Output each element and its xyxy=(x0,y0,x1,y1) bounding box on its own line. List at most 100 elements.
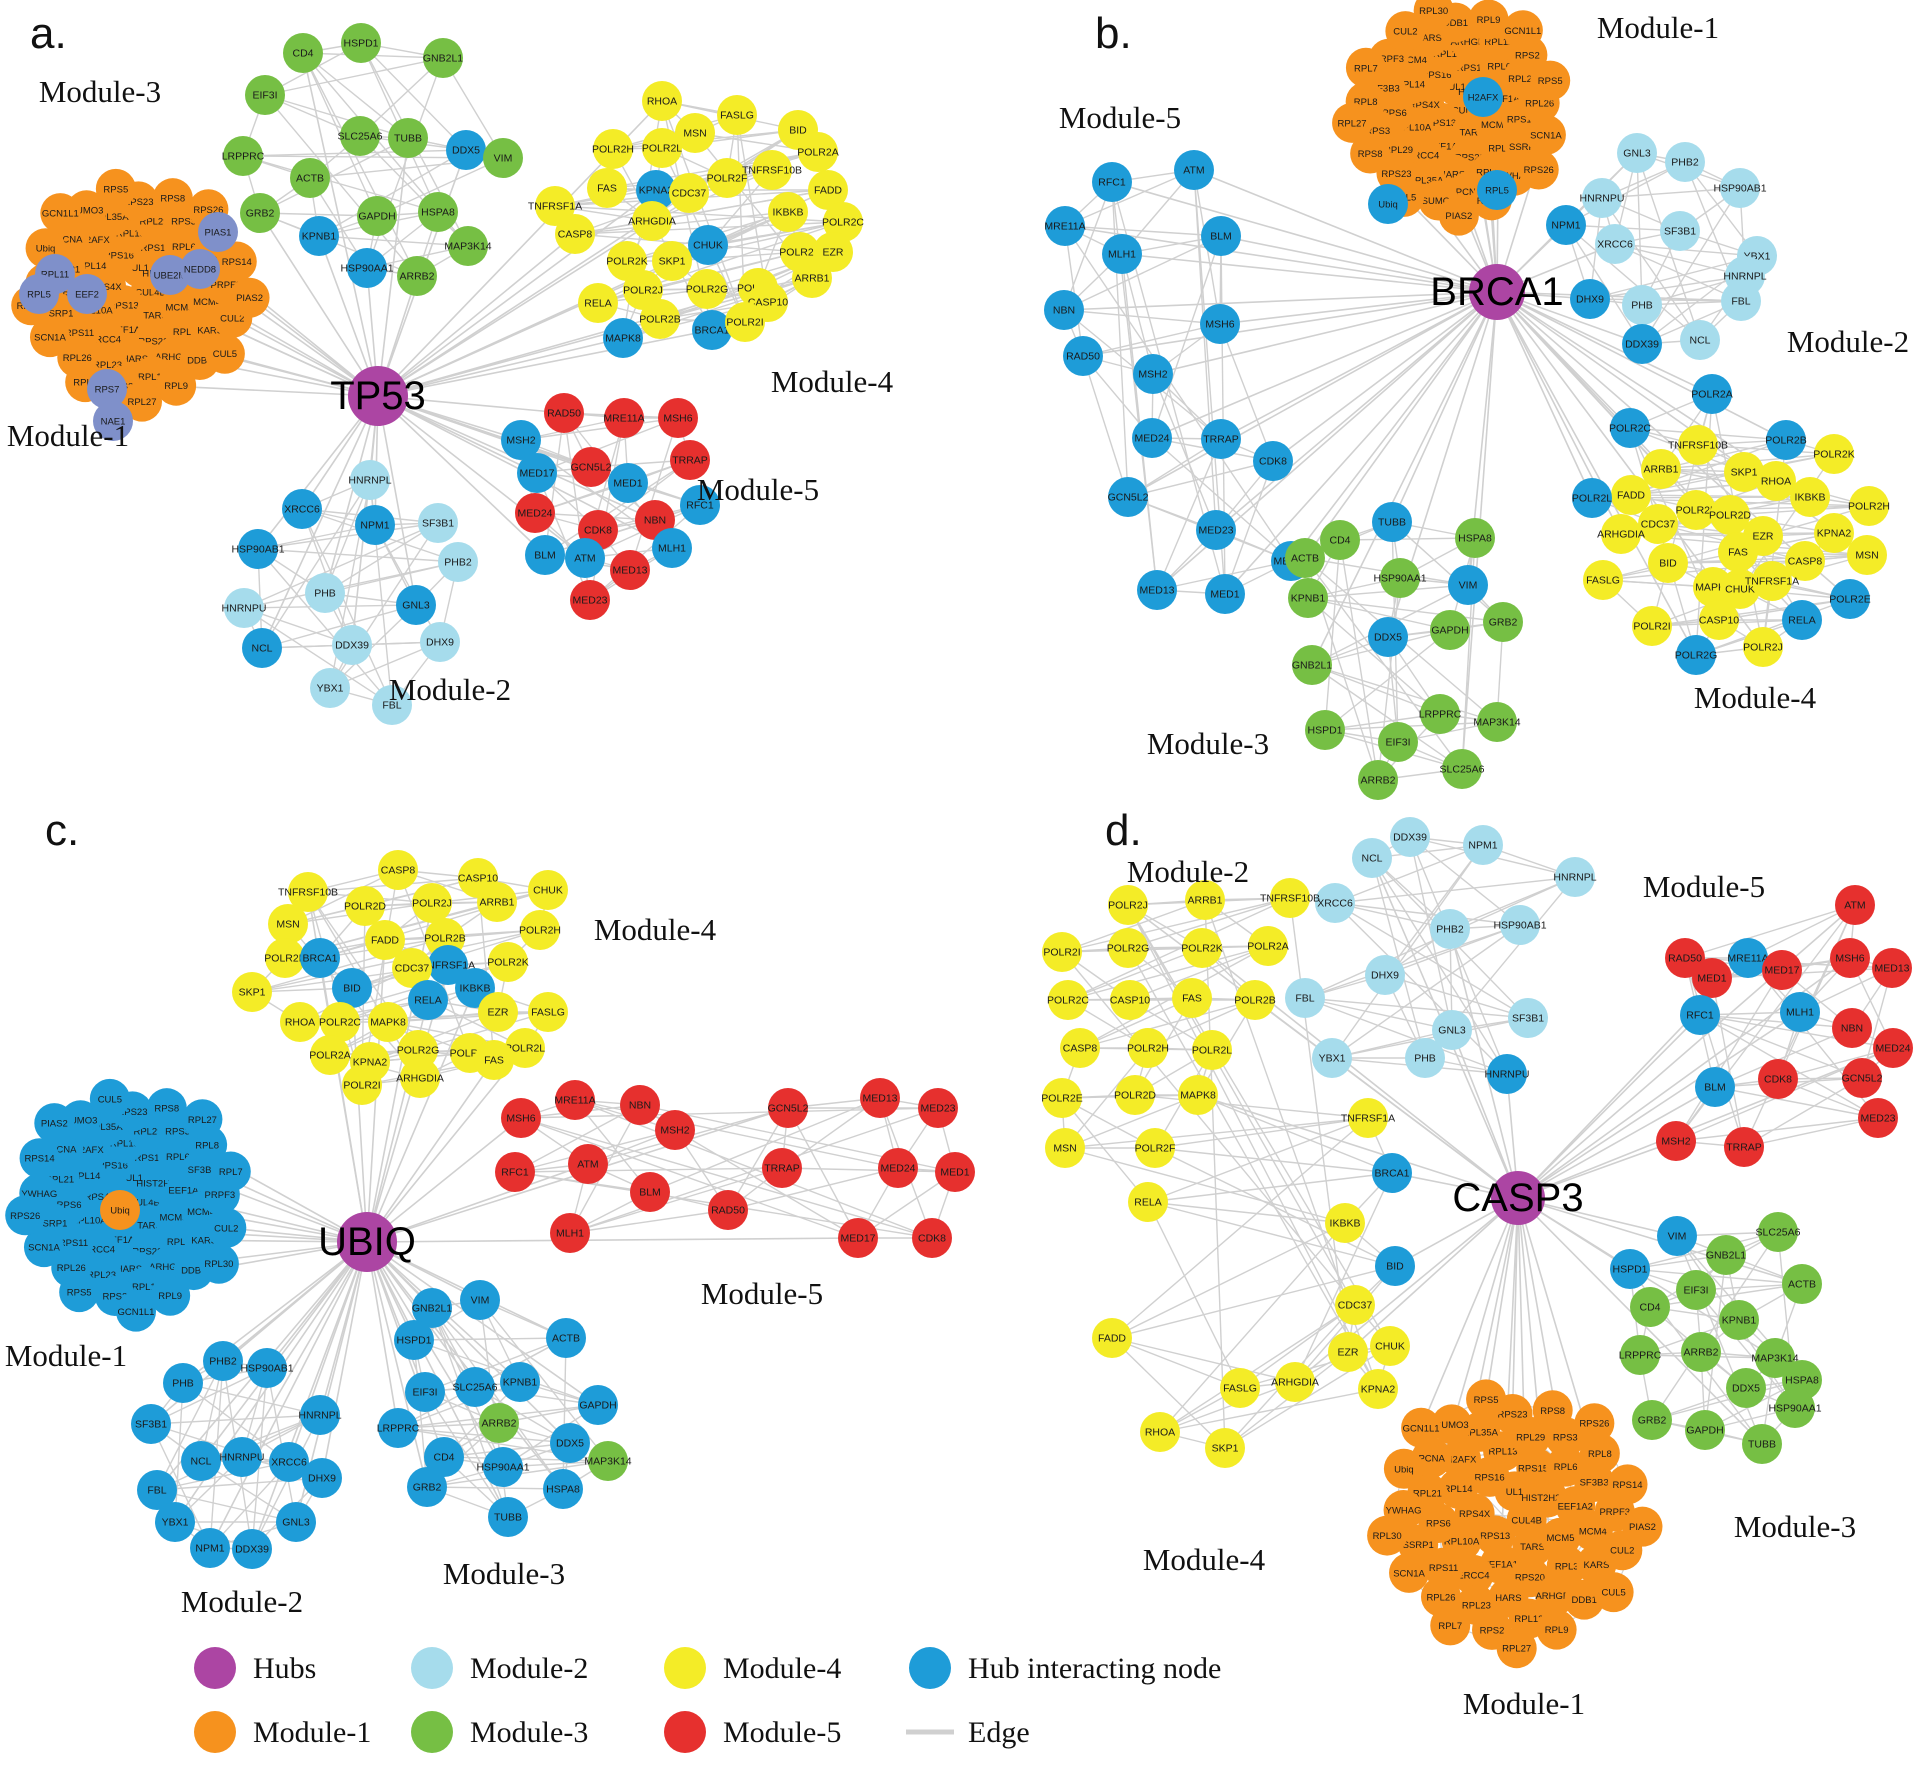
node-label-EZR: EZR xyxy=(823,247,844,259)
node-label-TNFRSF1A: TNFRSF1A xyxy=(1341,1113,1395,1125)
node-FADD xyxy=(808,170,848,210)
node-POLR2A xyxy=(1692,374,1732,414)
node-KPNB1 xyxy=(1288,578,1328,618)
node-MLH1 xyxy=(550,1213,590,1253)
node-Ubiq xyxy=(100,1190,140,1230)
edge xyxy=(321,1241,368,1479)
node-label-ARRB1: ARRB1 xyxy=(1643,464,1678,476)
node-label-RPL7: RPL7 xyxy=(73,378,97,389)
edge xyxy=(426,1486,564,1490)
node-label-TRRAP: TRRAP xyxy=(764,1163,800,1175)
node-label-MSH2: MSH2 xyxy=(660,1125,689,1137)
node-GNB2L1 xyxy=(1292,645,1332,685)
edge xyxy=(261,395,379,649)
node-label-RPL3: RPL3 xyxy=(1555,1562,1579,1573)
node-label-CASP8: CASP8 xyxy=(1063,1043,1098,1055)
node-HSPD1 xyxy=(394,1320,434,1360)
edge xyxy=(649,1097,881,1193)
node-label-SF3B3: SF3B3 xyxy=(188,1165,217,1176)
node-H2AFX xyxy=(1463,77,1503,117)
edge xyxy=(781,1167,956,1173)
node-label-RAD50: RAD50 xyxy=(547,408,581,420)
node-label-RPL30: RPL30 xyxy=(1419,6,1448,17)
node-KPNA2 xyxy=(1358,1369,1398,1409)
edge xyxy=(417,1011,549,1051)
node-label-RPS3: RPS3 xyxy=(1553,1433,1578,1444)
node-label-SLC25A6: SLC25A6 xyxy=(338,131,383,143)
node-label-SF3B1: SF3B1 xyxy=(135,1419,167,1431)
node-label-RPS26: RPS26 xyxy=(10,1211,40,1222)
edge xyxy=(1334,876,1576,904)
node-FBL xyxy=(1721,281,1761,321)
node-label-EIF3I: EIF3I xyxy=(1683,1285,1708,1297)
node-label-IKBKB: IKBKB xyxy=(460,983,491,995)
node-label-SKP1: SKP1 xyxy=(239,987,266,999)
node-label-MSH6: MSH6 xyxy=(1205,319,1234,331)
node-label-SKP1: SKP1 xyxy=(659,256,686,268)
node-HNRNPL xyxy=(350,460,390,500)
node-label-CUL2: CUL2 xyxy=(1610,1546,1634,1557)
node-label-RPS6: RPS6 xyxy=(1426,1519,1451,1530)
node-label-ARHGEF: ARHGEF xyxy=(149,1262,189,1273)
edge xyxy=(1601,187,1741,199)
node-MSH2 xyxy=(501,420,541,460)
node-label-CUL5: CUL5 xyxy=(213,349,237,360)
node-label-CASP8: CASP8 xyxy=(1788,556,1823,568)
node-RPL9 xyxy=(150,1275,191,1316)
edge xyxy=(1063,309,1221,325)
node-label-POLR2F: POLR2F xyxy=(1676,505,1717,517)
node-label-MED13: MED13 xyxy=(612,565,647,577)
node-label-CDK8: CDK8 xyxy=(584,525,612,537)
node-label-MLH1: MLH1 xyxy=(1786,1007,1814,1019)
edge xyxy=(1451,1029,1519,1199)
node-MSN xyxy=(1045,1128,1085,1168)
node-label-UBE2M: UBE2M xyxy=(154,271,187,282)
panel-b-label-module-1: Module-1 xyxy=(1597,10,1719,45)
edge xyxy=(1651,598,1851,627)
node-ATM xyxy=(565,538,605,578)
node-label-MED13: MED13 xyxy=(862,1093,897,1105)
node-label-PIAS2: PIAS2 xyxy=(1445,211,1472,222)
panel-d-label-module-4: Module-4 xyxy=(1143,1542,1266,1577)
node-RFC1 xyxy=(1680,995,1720,1035)
node-label-RPL8: RPL8 xyxy=(195,1140,219,1151)
node-label-HSP90AA1: HSP90AA1 xyxy=(340,263,393,275)
node-TRRAP xyxy=(1724,1127,1764,1167)
node-label-RPS15A: RPS15A xyxy=(1457,63,1494,74)
node-label-ERCC4: ERCC4 xyxy=(1407,151,1439,162)
node-label-RPS13: RPS13 xyxy=(109,301,139,312)
node-POLR2G xyxy=(687,269,727,309)
node-label-MAP3K14: MAP3K14 xyxy=(1473,717,1520,729)
node-RPS5 xyxy=(1466,1379,1507,1420)
node-label-HSPD1: HSPD1 xyxy=(1612,1264,1647,1276)
edge xyxy=(251,1414,321,1550)
node-POLR2H xyxy=(593,129,633,169)
node-label-GAPDH: GAPDH xyxy=(579,1400,616,1412)
edge xyxy=(319,957,368,1243)
node-label-DDB1: DDB1 xyxy=(181,1266,206,1277)
node-ARRB1 xyxy=(792,258,832,298)
node-PIAS2 xyxy=(34,1103,75,1144)
node-RPL8 xyxy=(1579,1433,1620,1474)
edge xyxy=(1304,924,1521,999)
node-label-YWHAG: YWHAG xyxy=(1497,171,1533,182)
node-label-PHB2: PHB2 xyxy=(444,557,472,569)
node-label-CDC37: CDC37 xyxy=(1338,1300,1373,1312)
node-label-LRPPRC: LRPPRC xyxy=(1419,709,1462,721)
edge xyxy=(1517,904,1856,1199)
node-CD4 xyxy=(424,1437,464,1477)
node-label-ARHGEF: ARHGEF xyxy=(155,352,195,363)
node-GNL3 xyxy=(396,585,436,625)
node-label-RPL9: RPL9 xyxy=(1545,1625,1569,1636)
node-RHOA xyxy=(642,81,682,121)
node-label-EIF3I: EIF3I xyxy=(412,1387,437,1399)
edge xyxy=(301,508,393,706)
edge xyxy=(1159,1381,1296,1433)
node-RPL9 xyxy=(156,365,197,406)
node-label-RPS3: RPS3 xyxy=(1365,126,1390,137)
edge xyxy=(1064,225,1222,237)
edge xyxy=(1517,1197,1678,1237)
node-label-EEF1A1: EEF1A1 xyxy=(1483,1559,1518,1570)
node-EZR xyxy=(1328,1332,1368,1372)
node-label-MED23: MED23 xyxy=(572,595,607,607)
